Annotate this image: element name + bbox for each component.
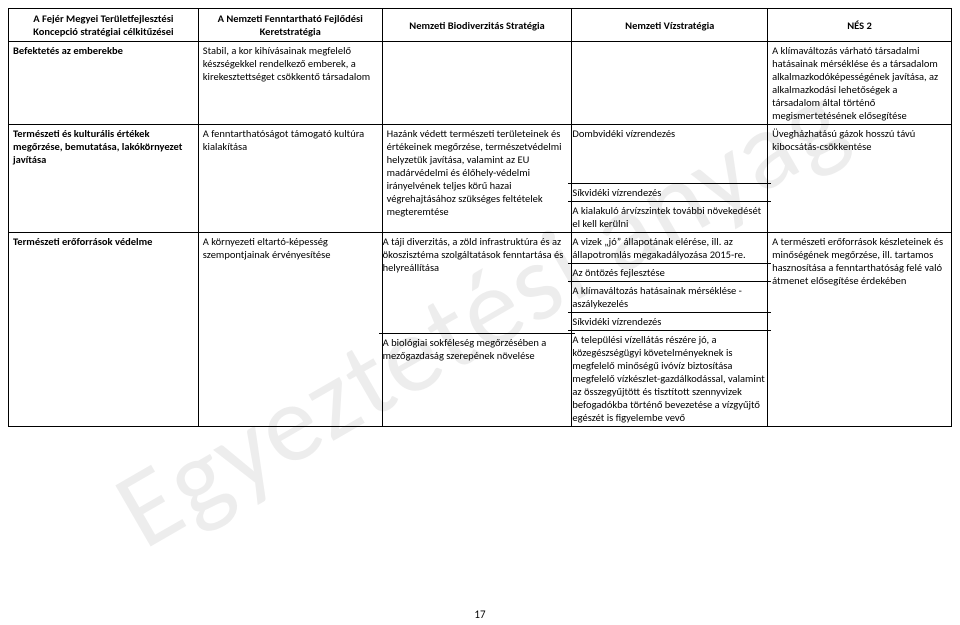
table-header-row: A Fejér Megyei Területfejlesztési Koncep… (9, 9, 952, 42)
row1-col2: Stabil, a kor kihívásainak megfelelő kés… (198, 42, 382, 125)
row3-col4-part1: A vizek „jó” állapotának elérése, ill. a… (568, 233, 771, 263)
row3-col3-part1: A táji diverzitás, a zöld infrastruktúra… (379, 233, 576, 333)
header-col1: A Fejér Megyei Területfejlesztési Koncep… (9, 9, 199, 42)
row3-col4-part5: A települési vízellátás részére jó, a kö… (568, 330, 771, 426)
row3-col3: A táji diverzitás, a zöld infrastruktúra… (382, 233, 572, 427)
row2-col4-part3: A kialakuló árvízszintek további növeked… (568, 201, 771, 232)
row2-col4-part2: Síkvidéki vízrendezés (568, 183, 771, 201)
row2-col3: Hazánk védett természeti területeinek és… (382, 125, 572, 233)
row2-col5: Üvegházhatású gázok hosszú távú kibocsát… (768, 125, 952, 233)
page-number: 17 (474, 608, 485, 621)
header-col3: Nemzeti Biodiverzitás Stratégia (382, 9, 572, 42)
row3-col3-part2: A biológiai sokféleség megőrzésében a me… (379, 333, 576, 364)
table-row: Természeti és kulturális értékek megőrzé… (9, 125, 952, 233)
row2-col1: Természeti és kulturális értékek megőrzé… (9, 125, 199, 233)
row1-col4 (572, 42, 768, 125)
row3-col5: A természeti erőforrások készleteinek és… (768, 233, 952, 427)
row3-col4-part3: A klímaváltozás hatásainak mérséklése - … (568, 281, 771, 312)
row3-col2: A környezeti eltartó-képesség szempontja… (198, 233, 382, 427)
row3-col1: Természeti erőforrások védelme (9, 233, 199, 427)
strategy-table: A Fejér Megyei Területfejlesztési Koncep… (8, 8, 952, 427)
row2-col4: Dombvidéki vízrendezés Síkvidéki vízrend… (572, 125, 768, 233)
row3-col4-part2: Az öntözés fejlesztése (568, 263, 771, 281)
row1-col5: A klímaváltozás várható társadalmi hatás… (768, 42, 952, 125)
table-row: Befektetés az emberekbe Stabil, a kor ki… (9, 42, 952, 125)
row2-col2: A fenntarthatóságot támogató kultúra kia… (198, 125, 382, 233)
table-row: Természeti erőforrások védelme A környez… (9, 233, 952, 427)
header-col4: Nemzeti Vízstratégia (572, 9, 768, 42)
row3-col4-part4: Síkvidéki vízrendezés (568, 312, 771, 330)
row1-col1: Befektetés az emberekbe (9, 42, 199, 125)
row1-col3 (382, 42, 572, 125)
header-col5: NÉS 2 (768, 9, 952, 42)
row3-col4: A vizek „jó” állapotának elérése, ill. a… (572, 233, 768, 427)
header-col2: A Nemzeti Fenntartható Fejlődési Keretst… (198, 9, 382, 42)
row2-col4-part1: Dombvidéki vízrendezés (568, 125, 771, 183)
